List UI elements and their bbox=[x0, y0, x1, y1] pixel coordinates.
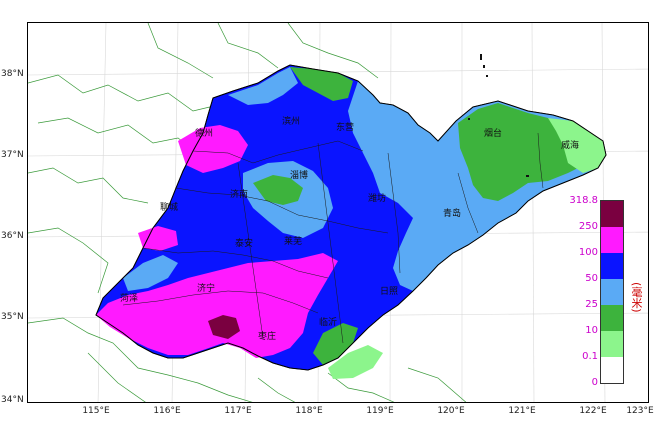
map-frame[interactable] bbox=[27, 22, 649, 403]
legend-label-250: 250 bbox=[578, 221, 598, 232]
city-label-liaocheng[interactable]: 聊城 bbox=[160, 203, 179, 213]
legend-band-10-25 bbox=[601, 305, 623, 331]
city-label-dongying[interactable]: 东营 bbox=[336, 123, 355, 133]
internal-borders bbox=[122, 132, 544, 344]
city-label-linyi[interactable]: 临沂 bbox=[319, 318, 338, 328]
neighbour-borders bbox=[28, 23, 467, 402]
lon-label-120: 120°E bbox=[437, 406, 465, 416]
city-label-yantai[interactable]: 烟台 bbox=[484, 129, 503, 139]
islands bbox=[468, 54, 529, 177]
legend-label-100: 100 bbox=[578, 247, 598, 258]
rain-zone-100-250-south bbox=[96, 253, 338, 358]
rain-zone-250-318 bbox=[208, 315, 240, 339]
city-label-weifang[interactable]: 潍坊 bbox=[368, 194, 387, 204]
legend-label-0: 0 bbox=[591, 377, 598, 388]
rain-zone-25-50-north bbox=[228, 67, 298, 105]
legend-label-0-1: 0.1 bbox=[582, 351, 598, 362]
legend-label-50: 50 bbox=[585, 273, 598, 284]
city-label-weihai[interactable]: 威海 bbox=[561, 141, 580, 151]
lon-label-122: 122°E bbox=[579, 406, 607, 416]
city-label-heze[interactable]: 菏泽 bbox=[120, 294, 139, 304]
legend-band-0 bbox=[601, 357, 623, 383]
lat-label-38: 38°N bbox=[1, 69, 24, 79]
city-label-binzhou[interactable]: 滨州 bbox=[282, 117, 301, 127]
city-label-laiwu[interactable]: 莱芜 bbox=[284, 237, 303, 247]
lat-label-36: 36°N bbox=[1, 231, 24, 241]
lat-label-34: 34°N bbox=[1, 395, 24, 405]
city-label-zibo[interactable]: 淄博 bbox=[290, 171, 309, 181]
rain-zone-10-25-south bbox=[313, 323, 358, 365]
lat-label-35: 35°N bbox=[1, 312, 24, 322]
lon-label-119: 119°E bbox=[366, 406, 394, 416]
rain-zone-10-25-mid bbox=[253, 175, 303, 205]
lon-label-123: 123°E bbox=[626, 406, 654, 416]
legend-band-25-50 bbox=[601, 279, 623, 305]
city-label-rizhao[interactable]: 日照 bbox=[380, 287, 399, 297]
rain-zone-0-10 bbox=[548, 118, 606, 173]
legend-band-0-10 bbox=[601, 331, 623, 357]
rain-zone-100-250-north bbox=[178, 125, 248, 173]
lon-label-121: 121°E bbox=[508, 406, 536, 416]
lon-label-116: 116°E bbox=[153, 406, 181, 416]
legend-label-318: 318.8 bbox=[569, 195, 598, 206]
legend-band-100-250 bbox=[601, 227, 623, 253]
city-label-jining[interactable]: 济宁 bbox=[197, 284, 216, 294]
shandong-border bbox=[95, 64, 607, 371]
legend-label-25: 25 bbox=[585, 299, 598, 310]
city-label-taian[interactable]: 泰安 bbox=[235, 239, 254, 249]
city-label-jinan[interactable]: 济南 bbox=[230, 190, 249, 200]
lat-label-37: 37°N bbox=[1, 150, 24, 160]
rain-zone-10-25 bbox=[290, 67, 353, 101]
lon-label-115: 115°E bbox=[82, 406, 110, 416]
rain-zone-0-10-south bbox=[328, 345, 383, 379]
city-label-dezhou[interactable]: 德州 bbox=[195, 129, 214, 139]
legend-unit-label: (毫米) bbox=[630, 282, 643, 313]
city-label-qingdao[interactable]: 青岛 bbox=[443, 209, 462, 219]
rainfall-map bbox=[28, 23, 648, 402]
rain-zone-25-50-west bbox=[123, 255, 178, 291]
lon-label-118: 118°E bbox=[295, 406, 323, 416]
lon-label-117: 117°E bbox=[224, 406, 252, 416]
city-label-zaozhuang[interactable]: 枣庄 bbox=[258, 332, 277, 342]
legend-band-50-100 bbox=[601, 253, 623, 279]
rain-zone-100-250-west bbox=[138, 226, 178, 251]
legend-label-10: 10 bbox=[585, 325, 598, 336]
legend-band-250-318 bbox=[601, 201, 623, 227]
legend-color-bar bbox=[600, 200, 624, 384]
